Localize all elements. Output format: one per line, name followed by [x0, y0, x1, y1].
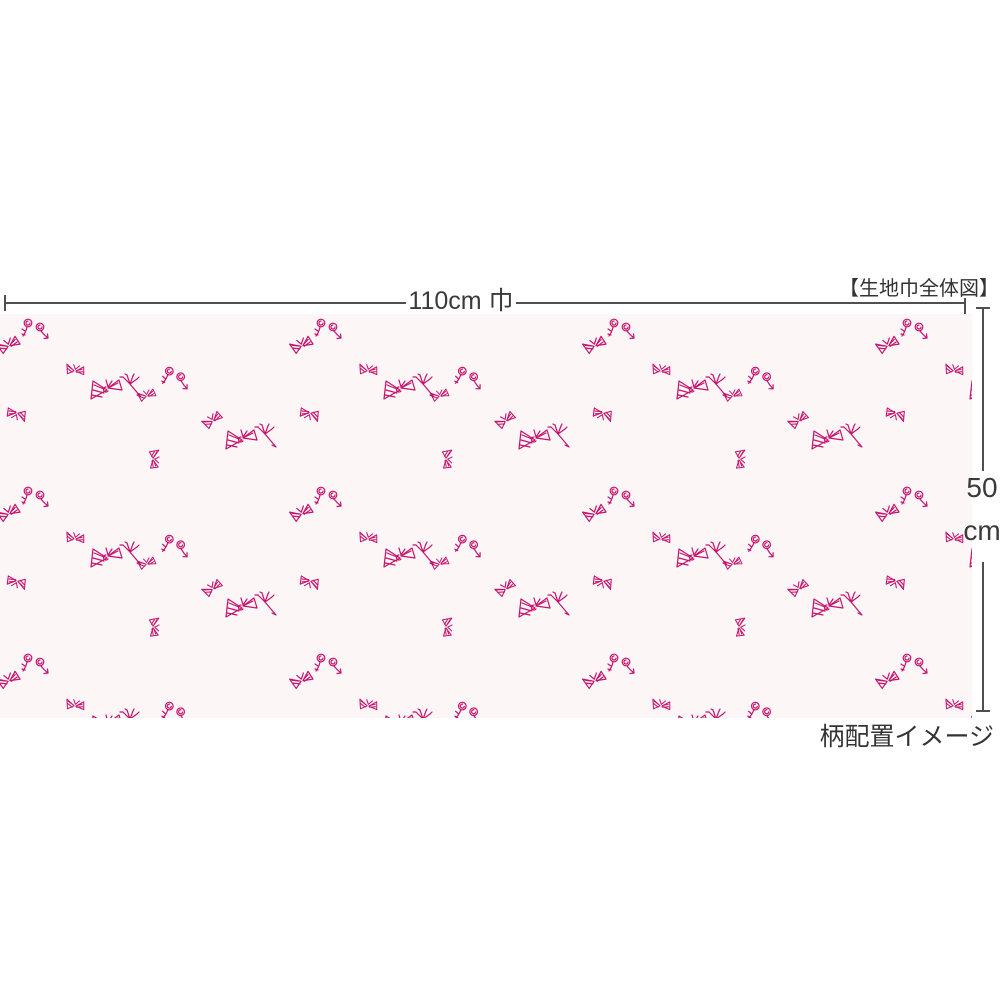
- pattern-tile: [289, 654, 569, 718]
- width-measure-line-left: [5, 302, 406, 304]
- pattern-tile: [582, 487, 862, 637]
- height-measure-unit: cm: [963, 515, 1000, 546]
- fabric-pattern-svg: [0, 314, 972, 718]
- height-measure-value: 50: [966, 472, 998, 503]
- pattern-tile: [289, 319, 569, 469]
- fabric-overview-caption: 【生地巾全体図】: [839, 278, 999, 300]
- height-measure-bottom-cap: [976, 710, 990, 712]
- pattern-tile: [875, 487, 972, 637]
- height-measure-line-lower: [982, 562, 984, 711]
- pattern-tile: [875, 319, 972, 469]
- pattern-tiles: [0, 319, 972, 718]
- pattern-tile: [582, 654, 862, 718]
- pattern-tile: [289, 487, 569, 637]
- height-measure-line-upper: [982, 308, 984, 471]
- pattern-tile: [875, 654, 972, 718]
- pattern-tile: [0, 654, 276, 718]
- fabric-swatch: [0, 314, 972, 718]
- pattern-tile: [0, 487, 276, 637]
- pattern-placement-caption: 柄配置イメージ: [819, 723, 994, 751]
- pattern-tile: [0, 319, 276, 469]
- width-measure-line-right: [516, 302, 966, 304]
- width-measure-label: 110cm 巾: [408, 287, 514, 315]
- pattern-tile: [582, 319, 862, 469]
- width-measure-right-tick: [964, 298, 966, 314]
